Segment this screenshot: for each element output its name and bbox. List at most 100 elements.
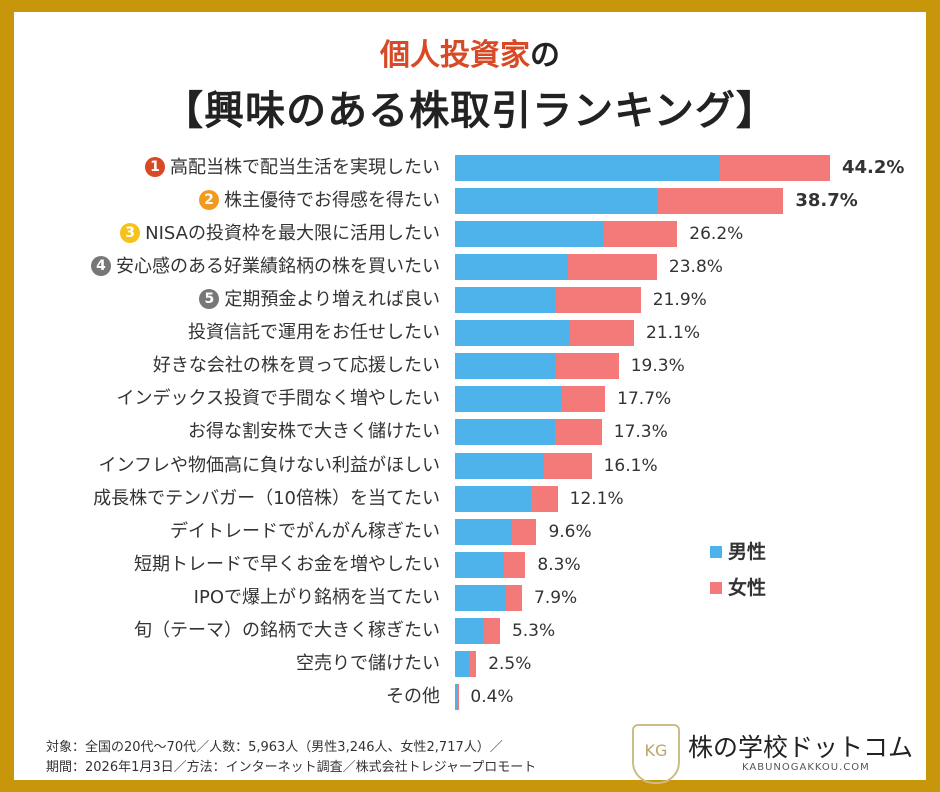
title-line1: 個人投資家の xyxy=(0,30,940,74)
bar-male xyxy=(455,518,512,545)
total-label: 17.3% xyxy=(613,422,668,443)
logo-name: 株の学校ドットコム xyxy=(688,733,914,762)
total-label: 2.5% xyxy=(488,653,532,674)
rank-badge: 2 xyxy=(199,190,219,211)
category-label: 5 定期預金より増えれば良い xyxy=(199,287,440,313)
total-label: 16.1% xyxy=(603,455,658,476)
category-label: その他 xyxy=(386,684,440,710)
category-text: 短期トレードで早くお金を増やしたい xyxy=(134,553,440,575)
bar-male xyxy=(455,287,556,314)
bar-female xyxy=(504,551,526,578)
total-label: 38.7% xyxy=(795,190,858,212)
bar-female xyxy=(555,287,641,314)
bar-male xyxy=(455,650,470,677)
bar-male xyxy=(455,386,562,413)
total-label: 8.3% xyxy=(537,554,581,575)
legend-swatch-male xyxy=(710,546,722,558)
bar-male xyxy=(455,617,484,644)
logo-url: KABUNOGAKKOU.COM xyxy=(742,762,870,773)
category-text: 空売りで儲けたい xyxy=(296,652,440,674)
total-label: 5.3% xyxy=(511,620,556,641)
category-text: インデックス投資で手間なく増やしたい xyxy=(116,388,440,410)
category-text: その他 xyxy=(386,685,440,707)
title-rest: の xyxy=(530,38,560,73)
bar-female xyxy=(457,683,459,710)
bar-female xyxy=(555,419,602,446)
bar-female xyxy=(469,650,477,677)
bar-male xyxy=(455,254,568,281)
category-label: 3 NISAの投資枠を最大限に活用したい xyxy=(120,221,440,247)
category-label: 空売りで儲けたい xyxy=(296,651,440,677)
bar-male xyxy=(455,452,545,479)
category-text: お得な割安株で大きく儲けたい xyxy=(188,421,440,443)
bar-female xyxy=(505,584,522,611)
category-label: 投資信託で運用をお任せしたい xyxy=(188,320,440,346)
category-text: NISAの投資枠を最大限に活用したい xyxy=(145,223,440,245)
legend-male: 男性 xyxy=(710,537,766,564)
category-label: お得な割安株で大きく儲けたい xyxy=(188,419,440,445)
total-label: 44.2% xyxy=(842,157,905,178)
legend-label-male: 男性 xyxy=(728,541,767,563)
category-label: 旬（テーマ）の銘柄で大きく稼ぎたい xyxy=(134,618,440,644)
bar-female xyxy=(719,155,830,181)
bar-male xyxy=(455,485,532,512)
bar-female xyxy=(604,221,678,248)
rank-badge: 4 xyxy=(91,256,111,277)
category-label: IPOで爆上がり銘柄を当てたい xyxy=(194,585,440,611)
category-text: IPOで爆上がり銘柄を当てたい xyxy=(193,586,440,608)
total-label: 19.3% xyxy=(630,356,685,377)
category-text: 定期預金より増えれば良い xyxy=(224,289,440,311)
legend-swatch-female xyxy=(710,582,722,594)
bar-female xyxy=(570,320,634,347)
category-text: インフレや物価高に負けない利益がほしい xyxy=(98,454,440,476)
total-label: 21.1% xyxy=(646,323,701,344)
legend-label-female: 女性 xyxy=(728,577,767,599)
rank-badge: 3 xyxy=(120,223,141,244)
category-label: インデックス投資で手間なく増やしたい xyxy=(117,386,440,412)
total-label: 9.6% xyxy=(548,521,592,542)
bar-male xyxy=(455,155,720,181)
category-text: 旬（テーマ）の銘柄で大きく稼ぎたい xyxy=(134,619,440,641)
bar-male xyxy=(455,419,556,446)
rank-badge: 1 xyxy=(145,157,165,177)
category-text: 高配当株で配当生活を実現したい xyxy=(170,157,440,178)
legend-female: 女性 xyxy=(710,573,766,600)
category-label: 成長株でテンバガー（10倍株）を当てたい xyxy=(93,486,440,512)
title-highlight: 個人投資家 xyxy=(380,38,530,73)
category-text: 安心感のある好業績銘柄の株を買いたい xyxy=(116,256,440,278)
category-text: 株主優待でお得感を得たい xyxy=(224,190,440,212)
bar-male xyxy=(455,353,556,380)
bar-male xyxy=(455,551,505,578)
bar-male xyxy=(455,188,657,215)
total-label: 23.8% xyxy=(668,257,723,278)
category-label: インフレや物価高に負けない利益がほしい xyxy=(99,453,440,479)
bar-female xyxy=(567,254,657,281)
logo-shield-icon: KG xyxy=(632,724,680,784)
bar-female xyxy=(656,188,784,215)
total-label: 12.1% xyxy=(569,488,624,509)
bar-female xyxy=(483,617,500,644)
bar-female xyxy=(555,353,619,380)
total-label: 7.9% xyxy=(534,587,578,608)
category-label: 2 株主優待でお得感を得たい xyxy=(199,188,440,214)
bar-female xyxy=(561,386,606,413)
bar-female xyxy=(544,452,592,479)
category-label: 4 安心感のある好業績銘柄の株を買いたい xyxy=(91,254,440,280)
category-label: 1 高配当株で配当生活を実現したい xyxy=(145,155,440,181)
bar-male xyxy=(455,221,605,248)
bar-male xyxy=(455,683,458,710)
category-text: デイトレードでがんがん稼ぎたい xyxy=(170,520,440,542)
survey-footnote: 対象：全国の20代～70代／人数：5,963人（男性3,246人、女性2,717… xyxy=(46,738,536,778)
category-label: 短期トレードで早くお金を増やしたい xyxy=(134,552,440,578)
bar-female xyxy=(511,518,537,545)
bar-female xyxy=(531,485,558,512)
bar-male xyxy=(455,320,571,347)
total-label: 0.4% xyxy=(470,686,514,707)
category-text: 好きな会社の株を買って応援したい xyxy=(152,355,440,377)
category-label: 好きな会社の株を買って応援したい xyxy=(153,353,440,379)
rank-badge: 5 xyxy=(199,289,220,310)
category-text: 投資信託で運用をお任せしたい xyxy=(188,322,440,344)
category-text: 成長株でテンバガー（10倍株）を当てたい xyxy=(93,487,440,509)
total-label: 17.7% xyxy=(617,389,672,410)
title-line2: 【興味のある株取引ランキング】 xyxy=(163,88,777,134)
